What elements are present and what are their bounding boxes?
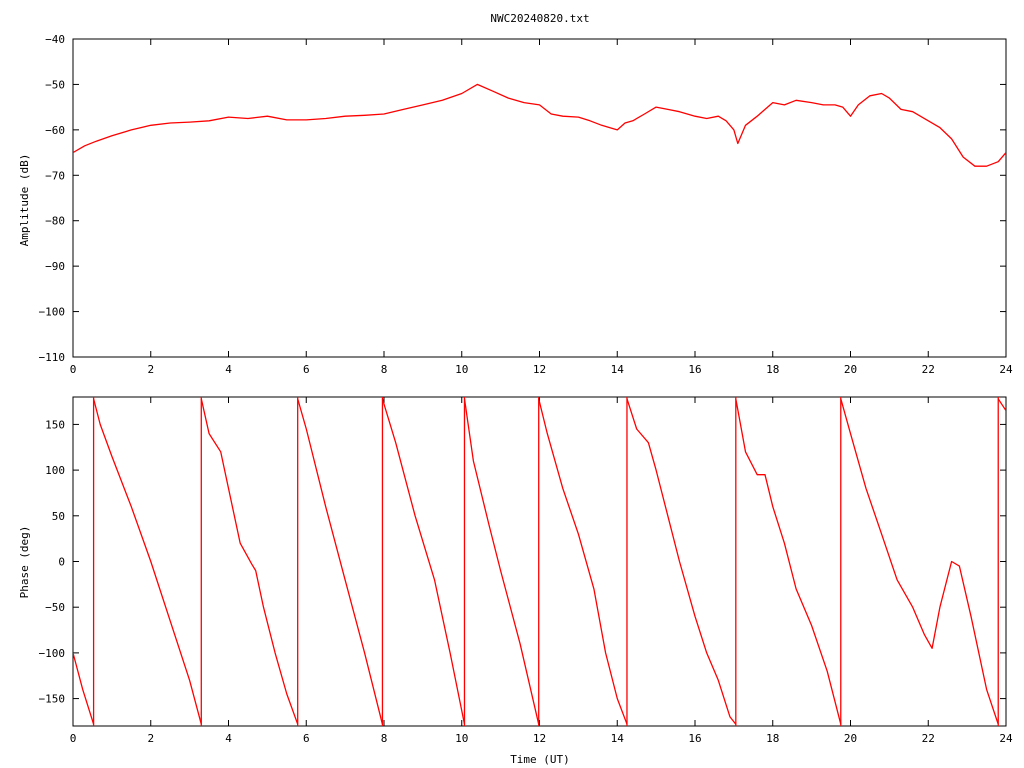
phase-series-line (735, 398, 842, 725)
amplitude-x-tick-label: 8 (381, 363, 388, 376)
phase-x-tick-label: 24 (999, 732, 1013, 745)
amplitude-plot-frame (72, 38, 1007, 358)
amplitude-x-tick-label: 4 (225, 363, 232, 376)
phase-x-tick-label: 22 (922, 732, 935, 745)
amplitude-x-tick-label: 10 (455, 363, 468, 376)
amplitude-x-tick-label: 16 (688, 363, 701, 376)
phase-x-tick-label: 2 (147, 732, 154, 745)
phase-y-tick-label: 50 (52, 510, 65, 523)
phase-y-tick-label: 150 (45, 418, 65, 431)
phase-series-line (463, 398, 540, 725)
phase-series-line (626, 398, 737, 725)
phase-x-tick-label: 6 (303, 732, 310, 745)
phase-series-line (200, 398, 299, 725)
phase-trace-group (73, 397, 1006, 726)
amplitude-y-tick-label: −50 (45, 78, 65, 91)
amplitude-x-tick-label: 22 (922, 363, 935, 376)
phase-x-axis-label: Time (UT) (510, 753, 570, 766)
amplitude-y-tick-label: −60 (45, 124, 65, 137)
amplitude-x-tick-label: 0 (70, 363, 77, 376)
phase-x-tick-label: 12 (533, 732, 546, 745)
phase-y-tick-label: 0 (58, 556, 65, 569)
amplitude-y-tick-label: −70 (45, 169, 65, 182)
phase-y-tick-label: −50 (45, 601, 65, 614)
amplitude-trace-group (73, 83, 1006, 167)
phase-x-tick-label: 4 (225, 732, 232, 745)
phase-panel: Phase (deg) Time (UT) 0 2 4 6 8 10 12 14 16 18 20 2… (18, 396, 1013, 766)
phase-x-tick-label: 18 (766, 732, 779, 745)
phase-series-line (538, 398, 628, 725)
phase-series-line (997, 398, 1006, 412)
phase-x-tick-label: 0 (70, 732, 77, 745)
amplitude-x-tick-label: 6 (303, 363, 310, 376)
amplitude-series-line (73, 83, 1006, 167)
phase-x-tick-label: 8 (381, 732, 388, 745)
phase-x-tick-label: 10 (455, 732, 468, 745)
phase-series-line (92, 398, 202, 725)
phase-series-line (73, 652, 95, 725)
amplitude-y-tick-label: −110 (39, 351, 66, 364)
amplitude-x-tick-label: 20 (844, 363, 857, 376)
amplitude-y-tick-label: −80 (45, 215, 65, 228)
phase-y-axis-label: Phase (deg) (18, 526, 31, 599)
phase-y-tick-label: 100 (45, 464, 65, 477)
amplitude-y-tick-label: −90 (45, 260, 65, 273)
phase-series-line (297, 398, 384, 725)
phase-plot-frame (72, 396, 1007, 727)
phase-x-tick-label: 20 (844, 732, 857, 745)
phase-series-line (381, 398, 466, 725)
amplitude-x-tick-label: 24 (999, 363, 1013, 376)
chart-title: NWC20240820.txt (490, 12, 589, 25)
amplitude-panel: Amplitude (dB) 0 2 4 6 8 10 12 14 16 18 20 22 24−110… (18, 33, 1013, 376)
phase-series-line (840, 398, 999, 725)
amplitude-y-tick-label: −100 (39, 306, 66, 319)
amplitude-y-tick-label: −40 (45, 33, 65, 46)
phase-y-tick-label: −100 (39, 647, 66, 660)
amplitude-y-axis-label: Amplitude (dB) (18, 154, 31, 247)
amplitude-x-tick-label: 12 (533, 363, 546, 376)
amplitude-x-tick-label: 2 (147, 363, 154, 376)
amplitude-x-tick-label: 14 (611, 363, 625, 376)
amplitude-x-tick-label: 18 (766, 363, 779, 376)
phase-x-tick-label: 16 (688, 732, 701, 745)
phase-x-tick-label: 14 (611, 732, 625, 745)
phase-y-tick-label: −150 (39, 693, 66, 706)
